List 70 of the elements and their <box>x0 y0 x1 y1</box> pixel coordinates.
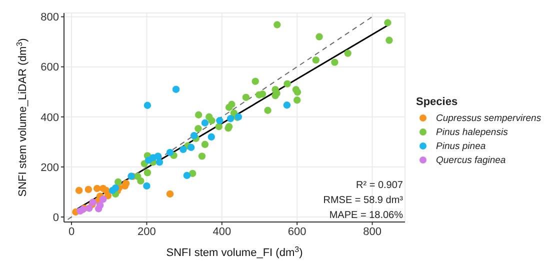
point <box>156 158 164 166</box>
y-tick-label: 800 <box>40 12 59 24</box>
point <box>143 182 150 190</box>
point <box>344 50 352 57</box>
point <box>144 102 152 109</box>
point <box>294 88 302 96</box>
y-tick-label: 0 <box>52 212 59 224</box>
point <box>100 196 107 203</box>
y-tick-label: 400 <box>40 112 59 124</box>
point <box>154 152 162 160</box>
point <box>93 184 101 192</box>
legend-label: Quercus faginea <box>436 154 506 166</box>
point <box>283 102 291 109</box>
point <box>122 180 130 188</box>
annotation: R² = 0.907 <box>355 179 403 193</box>
point <box>190 132 198 140</box>
point <box>208 133 215 140</box>
point <box>172 86 180 93</box>
point <box>187 144 195 152</box>
legend-label: Pinus halepensis <box>436 126 508 138</box>
point <box>216 117 224 124</box>
point <box>84 186 92 194</box>
point <box>274 21 281 28</box>
point <box>331 58 338 66</box>
point <box>201 119 209 126</box>
point <box>194 111 202 118</box>
point <box>183 172 191 180</box>
annotation: MAPE = 18.06% <box>328 209 403 223</box>
point <box>264 106 272 114</box>
point <box>166 190 174 198</box>
point <box>225 104 233 111</box>
point <box>114 178 122 186</box>
point <box>112 184 120 192</box>
point <box>242 94 250 101</box>
point <box>89 198 97 206</box>
point <box>312 56 320 64</box>
point <box>188 170 196 178</box>
point <box>166 148 174 156</box>
point <box>294 96 301 104</box>
point <box>273 90 280 97</box>
point <box>384 19 392 26</box>
point <box>226 115 234 122</box>
x-tick-label: 800 <box>363 226 382 238</box>
point <box>137 177 144 185</box>
legend-label: Cupressus sempervirens <box>436 112 542 124</box>
y-tick-label: 600 <box>40 62 59 74</box>
point <box>215 123 222 130</box>
point <box>96 202 104 209</box>
point <box>144 169 152 176</box>
x-tick-label: 200 <box>138 226 156 238</box>
legend-title: Species <box>416 96 459 108</box>
point <box>386 36 393 44</box>
y-tick-label: 200 <box>40 162 59 174</box>
point <box>180 146 187 154</box>
point <box>198 152 206 160</box>
point <box>75 186 83 194</box>
point <box>252 78 259 85</box>
annotation: RMSE = 58.9 dm³ <box>322 194 403 208</box>
x-tick-label: 0 <box>68 226 75 238</box>
point <box>201 140 209 148</box>
x-tick-label: 400 <box>212 226 232 238</box>
point <box>102 186 110 194</box>
x-tick-label: 600 <box>288 226 306 238</box>
point <box>284 80 291 88</box>
point <box>86 204 93 212</box>
point <box>316 33 323 40</box>
point <box>194 125 202 132</box>
x-axis-title: SNFI stem volume_FI (dm$^{3}$) <box>166 244 303 259</box>
point <box>208 117 216 124</box>
legend-label: Pinus pinea <box>436 140 486 152</box>
